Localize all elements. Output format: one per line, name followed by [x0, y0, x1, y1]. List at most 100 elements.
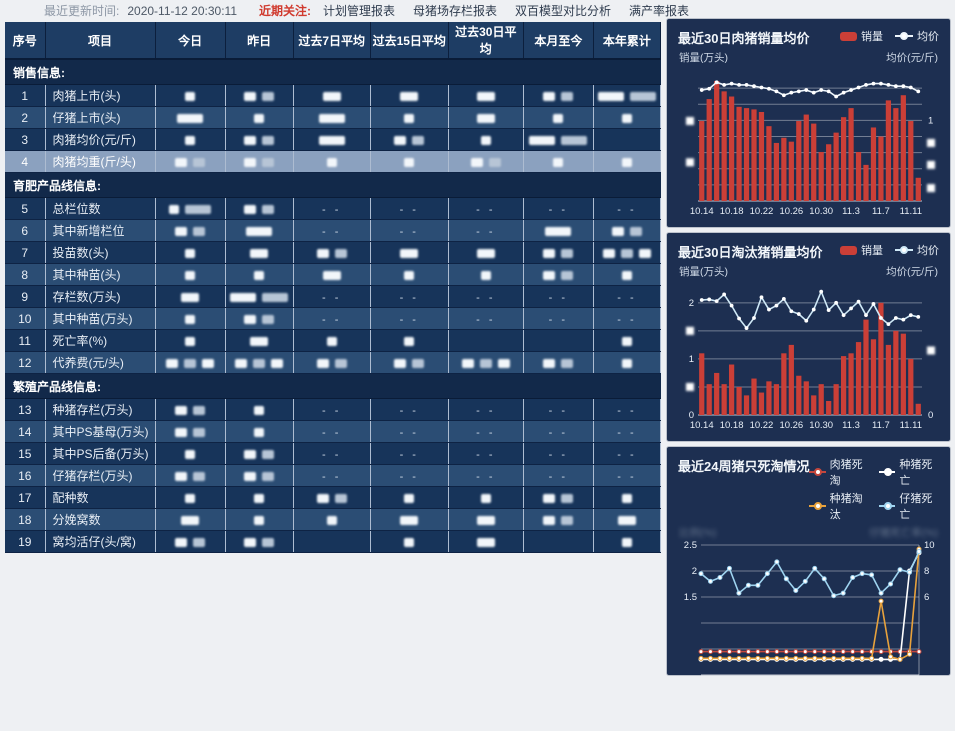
report-link-4[interactable]: 满产率报表 — [629, 4, 690, 18]
row-number: 1 — [5, 84, 46, 107]
redacted-value — [262, 314, 275, 324]
table-row-8[interactable]: 8 其中种苗(头) — [5, 263, 662, 286]
redacted-value — [271, 358, 284, 368]
redacted-value-cell — [593, 351, 662, 374]
redacted-value — [322, 91, 341, 101]
redacted-value — [400, 248, 419, 258]
redacted-value-cell — [293, 351, 371, 374]
redacted-value-cell — [370, 486, 449, 509]
redacted-value-cell — [225, 442, 294, 465]
empty-value: - - — [293, 197, 371, 220]
redacted-value-cell — [523, 106, 594, 129]
redacted-value-cell — [593, 128, 662, 151]
table-row-18[interactable]: 18 分娩窝数 — [5, 508, 662, 531]
table-row-2[interactable]: 2 仔猪上市(头) — [5, 106, 662, 129]
section-label: 繁殖产品线信息: — [5, 373, 661, 399]
table-row-15[interactable]: 15 其中PS后备(万头) - -- -- -- -- - — [5, 442, 662, 465]
left-axis-label: 销量(万头) — [679, 52, 728, 64]
redacted-value-cell — [523, 329, 594, 352]
row-number: 5 — [5, 197, 46, 220]
redacted-value-cell — [370, 128, 449, 151]
row-number: 9 — [5, 285, 46, 308]
svg-text:0: 0 — [928, 410, 933, 421]
table-row-12[interactable]: 12 代养费(元/头) — [5, 351, 662, 374]
empty-value: - - — [293, 285, 371, 308]
legend-item-种猪淘汰[interactable]: 种猪淘汰 — [809, 490, 869, 522]
svg-text:6: 6 — [924, 592, 929, 603]
legend-label: 销量 — [861, 31, 883, 43]
redacted-value-cell — [155, 307, 226, 330]
redacted-value — [561, 248, 574, 258]
right-axis-label: 均价(元/斤) — [886, 266, 938, 278]
redacted-value — [326, 515, 337, 525]
empty-value: - - — [523, 464, 594, 487]
empty-value: - - — [593, 285, 662, 308]
table-row-3[interactable]: 3 肉猪均价(元/斤) — [5, 128, 662, 151]
redacted-value — [480, 493, 491, 503]
empty-value: - - — [593, 464, 662, 487]
redacted-value-cell — [593, 106, 662, 129]
legend-item-均价[interactable]: 均价 — [895, 28, 939, 44]
report-link-3[interactable]: 双百模型对比分析 — [515, 4, 612, 18]
table-row-9[interactable]: 9 存栏数(万头) - -- -- -- -- - — [5, 285, 662, 308]
legend-item-仔猪死亡[interactable]: 仔猪死亡 — [879, 490, 939, 522]
redacted-value — [318, 113, 345, 123]
redacted-value — [476, 113, 495, 123]
table-row-10[interactable]: 10 其中种苗(万头) - -- -- -- -- - — [5, 307, 662, 330]
chart-plot: 2.5 2 1.5 10 8 6 — [684, 541, 935, 676]
table-row-7[interactable]: 7 投苗数(头) — [5, 241, 662, 264]
line-dot-icon — [809, 468, 826, 476]
report-table: 序号 项目 今日 昨日 过去7日平均 过去15日平均 过去30日平均 本月至今 本年累计 销售信… — [5, 22, 662, 553]
chart-card-3: 最近24周猪只死淘情况 肉猪死淘 种猪死亡 种猪淘汰 仔猪死亡 比例(%) 仔猪死亡率(%)… — [666, 446, 951, 676]
table-row-16[interactable]: 16 仔猪存栏(万头) - -- -- -- -- - — [5, 464, 662, 487]
redacted-value-cell — [225, 351, 294, 374]
empty-value: - - — [593, 197, 662, 220]
redacted-value-cell — [293, 486, 371, 509]
report-link-1[interactable]: 计划管理报表 — [323, 4, 396, 18]
redacted-value — [561, 515, 574, 525]
svg-text:1: 1 — [689, 354, 694, 365]
table-row-17[interactable]: 17 配种数 — [5, 486, 662, 509]
table-row-4[interactable]: 4 肉猪均重(斤/头) — [5, 150, 662, 173]
empty-value: - - — [593, 398, 662, 421]
redacted-value — [185, 248, 196, 258]
row-number: 17 — [5, 486, 46, 509]
table-row-11[interactable]: 11 死亡率(%) — [5, 329, 662, 352]
redacted-value-cell — [293, 329, 371, 352]
svg-text:1.5: 1.5 — [684, 592, 697, 603]
table-row-14[interactable]: 14 其中PS基母(万头) - -- -- -- -- - — [5, 420, 662, 443]
chart-card-1: 最近30日肉猪销量均价 销量 均价 销量(万头) 均价(元/斤) 10.14 10.18 10… — [666, 18, 951, 228]
redacted-value-cell — [155, 398, 226, 421]
legend-item-均价[interactable]: 均价 — [895, 242, 939, 258]
redacted-value-cell — [370, 530, 449, 553]
svg-text:10.14: 10.14 — [690, 420, 714, 431]
table-row-19[interactable]: 19 窝均活仔(头/窝) — [5, 530, 662, 553]
report-table-body: 销售信息: 1 肉猪上市(头) 2 仔猪上市(头) 3 肉猪均价(元/斤) 4 肉猪均重(斤/头… — [5, 59, 662, 553]
redacted-value-cell — [448, 106, 524, 129]
redacted-value — [404, 537, 415, 547]
redacted-value — [244, 204, 257, 214]
legend-item-销量[interactable]: 销量 — [840, 242, 883, 258]
redacted-value-cell — [225, 106, 294, 129]
svg-text:10.18: 10.18 — [720, 206, 744, 217]
empty-value: - - — [293, 420, 371, 443]
redacted-value-cell — [293, 128, 371, 151]
redacted-value — [621, 336, 632, 346]
redacted-value — [394, 135, 407, 145]
redacted-value — [244, 449, 257, 459]
empty-value: - - — [370, 442, 449, 465]
table-row-13[interactable]: 13 种猪存栏(万头) - -- -- -- -- - — [5, 398, 662, 421]
report-link-2[interactable]: 母猪场存栏报表 — [413, 4, 498, 18]
redacted-value — [638, 248, 651, 258]
legend-item-种猪死亡[interactable]: 种猪死亡 — [879, 456, 939, 488]
redacted-value-cell — [155, 106, 226, 129]
table-row-1[interactable]: 1 肉猪上市(头) — [5, 84, 662, 107]
legend-item-销量[interactable]: 销量 — [840, 28, 883, 44]
table-row-6[interactable]: 6 其中新增栏位 - -- -- - — [5, 219, 662, 242]
redacted-value-cell — [593, 241, 662, 264]
chart-title: 最近24周猪只死淘情况 — [678, 459, 810, 474]
legend-item-肉猪死淘[interactable]: 肉猪死淘 — [809, 456, 869, 488]
redacted-value-cell — [155, 464, 226, 487]
table-row-5[interactable]: 5 总栏位数 - -- -- -- -- - — [5, 197, 662, 220]
redacted-value-cell — [225, 263, 294, 286]
